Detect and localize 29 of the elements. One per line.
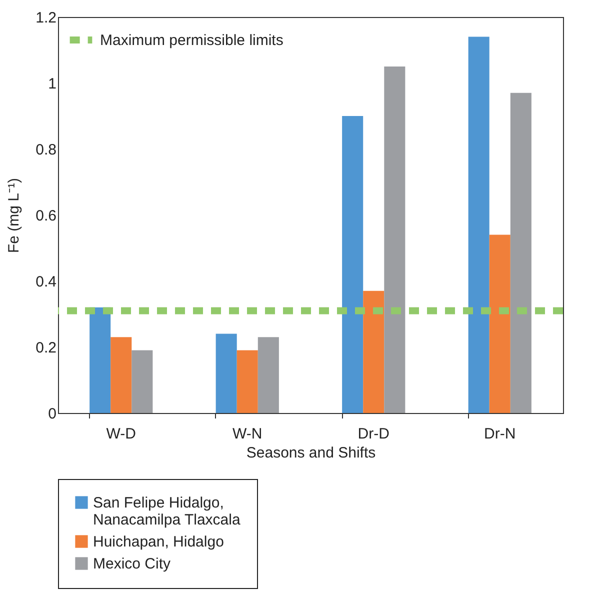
legend-label: Mexico City [93,556,172,572]
y-tick-label: 1 [48,76,56,92]
bar [90,307,111,413]
x-tick-label: Dr-N [484,426,516,442]
y-tick-label: 0.2 [36,340,56,356]
y-tick-label: 0.6 [36,208,56,224]
y-tick-label: 0.4 [36,274,56,290]
bar [384,66,406,413]
legend-label: Huichapan, Hidalgo [93,534,224,550]
x-tick-label: W-D [106,426,136,442]
y-axis-title: Fe (mg L⁻¹) [6,178,23,254]
y-tick-label: 0 [48,406,56,422]
bar [363,290,384,413]
x-axis-title: Seasons and Shifts [246,444,376,462]
bar [468,36,490,413]
bar [258,337,279,413]
x-tick-label: W-N [232,426,262,442]
bar [510,92,532,413]
bar [132,350,153,413]
bar [236,350,258,413]
y-tick-label: 0.8 [36,142,56,158]
legend-label: Maximum permissible limits [100,32,284,49]
bar [489,234,510,413]
legend-label: San Felipe Hidalgo, Nanacamilpa Tlaxcala [93,494,241,528]
bar [216,334,237,413]
bar [342,116,364,413]
bar [110,337,132,413]
x-tick-label: Dr-D [358,426,390,442]
y-tick-label: 1.2 [36,10,56,26]
